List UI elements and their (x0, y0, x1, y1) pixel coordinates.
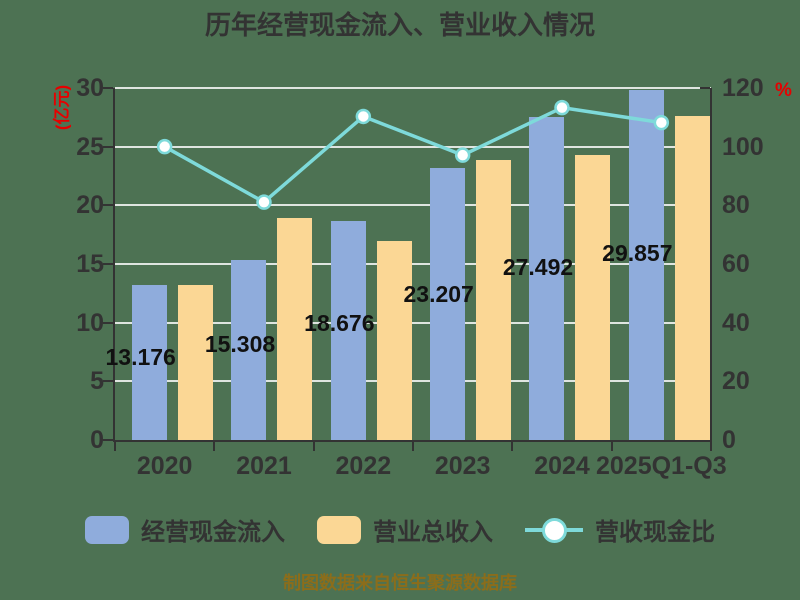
right-axis-tick-label: 40 (722, 308, 750, 337)
chart-title: 历年经营现金流入、营业收入情况 (204, 10, 595, 40)
bar-cash-inflow-2023[interactable] (430, 167, 465, 440)
right-axis-tick-label: 0 (722, 426, 736, 454)
left-axis-tick-label: 15 (76, 250, 104, 278)
x-axis-category-label: 2024 (534, 452, 590, 480)
left-axis-tick (103, 380, 113, 383)
bar-total-revenue-2024[interactable] (575, 155, 611, 440)
x-axis-category-label: 2021 (236, 452, 292, 480)
gridline (115, 321, 711, 324)
x-axis-category-label: 2025Q1-Q3 (596, 452, 727, 480)
right-axis-tick (700, 87, 710, 89)
legend-swatch-blue-icon (85, 515, 129, 544)
left-axis-tick (103, 87, 113, 89)
x-axis-tick (610, 442, 613, 451)
left-axis-unit: (亿元) (52, 84, 72, 131)
x-axis-tick (213, 442, 216, 451)
right-axis-tick (700, 439, 710, 441)
data-source-note: 制图数据来自恒生聚源数据库 (283, 573, 517, 593)
left-axis-tick (103, 439, 113, 441)
bar-cash-inflow-2021[interactable] (231, 260, 267, 440)
bar-value-label: 29.857 (602, 239, 673, 266)
left-axis-tick-label: 0 (90, 426, 104, 454)
legend-swatch-orange-icon (317, 515, 361, 544)
bar-total-revenue-2023[interactable] (476, 159, 511, 440)
x-axis-tick (114, 442, 116, 451)
bar-total-revenue-2025Q1-Q3[interactable] (674, 116, 710, 440)
bar-value-label: 13.176 (105, 344, 176, 371)
bar-value-label: 18.676 (304, 309, 375, 336)
left-axis-tick (103, 145, 113, 148)
gridline (115, 87, 711, 89)
legend-label: 营收现金比 (595, 519, 715, 546)
left-axis-tick-label: 30 (76, 74, 104, 102)
y-axis-left (113, 88, 115, 442)
left-axis-tick (103, 321, 113, 324)
right-axis-tick-label: 60 (722, 250, 750, 278)
x-axis-category-label: 2023 (434, 452, 491, 480)
legend-item-cash-ratio[interactable]: 营收现金比 (525, 512, 715, 547)
x-axis-tick (312, 442, 315, 451)
right-axis-unit: % (775, 80, 792, 101)
legend-item-total-revenue[interactable]: 营业总收入 (317, 512, 493, 547)
right-axis-tick-label: 20 (722, 367, 750, 396)
bar-total-revenue-2021[interactable] (277, 218, 313, 440)
right-axis-tick-label: 120 (722, 74, 764, 102)
legend-label: 营业总收入 (373, 519, 493, 546)
x-axis-category-label: 2022 (335, 452, 392, 480)
bar-cash-inflow-2022[interactable] (330, 220, 366, 440)
right-axis-tick-label: 80 (722, 191, 750, 220)
bar-value-label: 15.308 (204, 330, 276, 357)
legend-label: 经营现金流入 (141, 519, 285, 546)
bar-total-revenue-2020[interactable] (178, 285, 213, 440)
left-axis-tick (103, 204, 113, 207)
x-axis-tick (710, 442, 712, 451)
left-axis-tick-label: 10 (76, 308, 104, 337)
y-axis-right (710, 88, 712, 442)
legend-item-cash-inflow[interactable]: 经营现金流入 (85, 512, 285, 547)
right-axis-tick-label: 100 (722, 132, 764, 161)
gridline (115, 263, 711, 265)
left-axis-tick (103, 263, 113, 265)
gridline (115, 204, 711, 207)
x-axis-tick (511, 442, 514, 451)
x-axis-category-label: 2020 (136, 452, 193, 480)
x-axis (113, 440, 712, 442)
x-axis-tick (412, 442, 414, 451)
left-axis-tick-label: 5 (90, 367, 104, 396)
gridline (115, 145, 711, 148)
left-axis-tick-label: 25 (76, 132, 104, 161)
bar-value-label: 23.207 (403, 281, 474, 308)
left-axis-tick-label: 20 (76, 191, 104, 220)
bar-value-label: 27.492 (502, 254, 574, 281)
bar-total-revenue-2022[interactable] (376, 241, 412, 440)
gridline (115, 380, 711, 383)
legend-line-marker-icon (525, 516, 583, 544)
bar-cash-inflow-2020[interactable] (132, 285, 167, 440)
legend: 经营现金流入 营业总收入 营收现金比 (0, 512, 800, 547)
